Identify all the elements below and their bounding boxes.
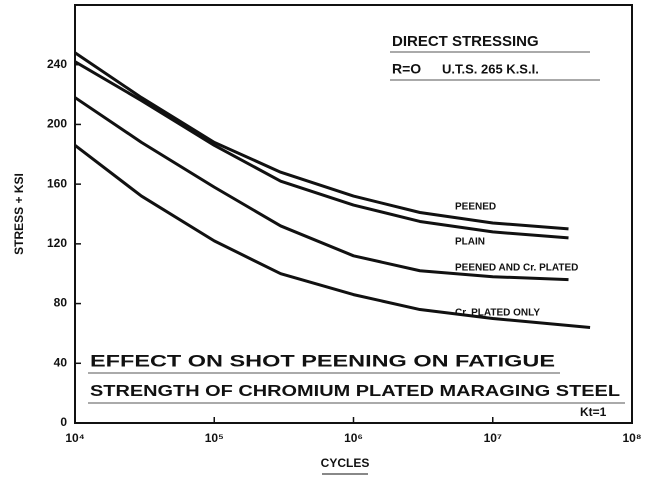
x-tick-label: 10⁷ — [484, 431, 502, 445]
y-tick-label: 160 — [47, 176, 67, 190]
y-tick-label: 40 — [54, 355, 68, 369]
line — [74, 144, 591, 329]
series-label: Cr. PLATED ONLY — [455, 308, 540, 319]
line — [74, 96, 569, 282]
x-tick-label: 10⁴ — [65, 431, 84, 445]
x-tick-label: 10⁸ — [622, 431, 641, 445]
line — [74, 60, 569, 240]
y-tick-label: 0 — [60, 415, 67, 429]
y-tick-label: 200 — [47, 117, 67, 131]
series-label: PEENED AND Cr. PLATED — [455, 263, 578, 274]
annotation: R=O — [392, 61, 421, 77]
annotation: EFFECT ON SHOT PEENING ON FATIGUE — [90, 351, 555, 370]
series-label: PEENED — [455, 202, 496, 213]
y-tick-label: 120 — [47, 236, 67, 250]
y-tick-label: 80 — [54, 296, 68, 310]
series-label: PLAIN — [455, 237, 485, 248]
annotation: U.T.S. 265 K.S.I. — [442, 61, 539, 76]
x-axis-label: CYCLES — [321, 456, 370, 470]
x-tick-label: 10⁵ — [205, 431, 224, 445]
y-axis-label: STRESS + KSI — [12, 173, 26, 255]
annotation: DIRECT STRESSING — [392, 33, 539, 50]
y-tick-label: 240 — [47, 57, 67, 71]
annotation: STRENGTH OF CHROMIUM PLATED MARAGING STE… — [90, 383, 620, 400]
x-tick-label: 10⁶ — [344, 431, 363, 445]
line — [74, 51, 569, 231]
annotation: Kt=1 — [580, 405, 607, 419]
